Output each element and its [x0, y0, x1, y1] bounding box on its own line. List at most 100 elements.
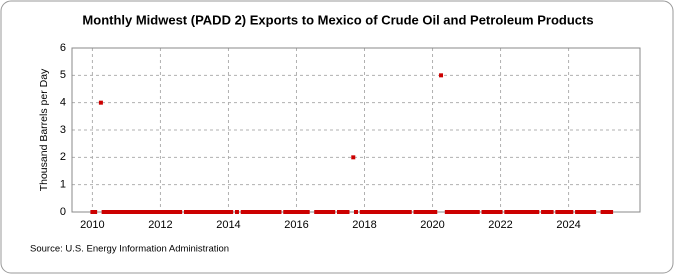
- marker: [606, 210, 611, 214]
- x-tick-label: 2010: [80, 219, 104, 231]
- marker: [212, 210, 217, 214]
- marker: [325, 210, 330, 214]
- y-tick-label: 1: [60, 179, 66, 191]
- marker: [246, 210, 251, 214]
- marker: [257, 210, 262, 214]
- marker: [589, 210, 594, 214]
- marker: [390, 210, 395, 214]
- marker: [164, 210, 169, 214]
- marker: [444, 210, 449, 214]
- x-tick-label: 2022: [488, 219, 512, 231]
- marker: [107, 210, 112, 214]
- marker: [339, 210, 344, 214]
- marker: [166, 210, 171, 214]
- marker: [226, 210, 231, 214]
- marker: [328, 210, 333, 214]
- marker: [305, 210, 310, 214]
- marker: [206, 210, 211, 214]
- marker: [229, 210, 234, 214]
- marker: [518, 210, 523, 214]
- marker: [260, 210, 265, 214]
- marker: [382, 210, 387, 214]
- marker: [113, 210, 118, 214]
- marker: [481, 210, 486, 214]
- marker: [362, 210, 367, 214]
- marker: [541, 210, 546, 214]
- source-note: Source: U.S. Energy Information Administ…: [30, 244, 229, 255]
- marker: [186, 210, 191, 214]
- marker: [254, 210, 259, 214]
- marker: [396, 210, 401, 214]
- marker: [121, 210, 126, 214]
- marker: [302, 210, 307, 214]
- marker: [331, 210, 336, 214]
- marker: [509, 210, 514, 214]
- x-tick-label: 2020: [420, 219, 444, 231]
- marker: [458, 210, 463, 214]
- marker: [373, 210, 378, 214]
- marker: [433, 210, 438, 214]
- marker: [546, 210, 551, 214]
- marker: [354, 210, 358, 214]
- marker: [283, 210, 288, 214]
- marker: [130, 210, 135, 214]
- x-tick-label: 2012: [148, 219, 172, 231]
- marker: [118, 210, 123, 214]
- y-tick-label: 0: [60, 206, 66, 218]
- marker: [484, 210, 489, 214]
- marker: [203, 210, 208, 214]
- marker: [277, 210, 282, 214]
- marker: [526, 210, 531, 214]
- marker: [422, 210, 427, 214]
- marker: [319, 210, 324, 214]
- marker: [342, 210, 347, 214]
- marker: [575, 210, 580, 214]
- marker: [200, 210, 205, 214]
- marker: [152, 210, 157, 214]
- marker: [439, 73, 444, 78]
- marker: [135, 210, 140, 214]
- marker: [507, 210, 512, 214]
- marker: [285, 210, 290, 214]
- chart-frame: [0, 0, 674, 274]
- marker: [555, 210, 560, 214]
- marker: [192, 210, 197, 214]
- marker: [336, 210, 341, 214]
- marker: [300, 210, 305, 214]
- marker: [297, 210, 302, 214]
- marker: [183, 210, 188, 214]
- marker: [498, 210, 503, 214]
- marker: [583, 210, 588, 214]
- marker: [416, 210, 421, 214]
- x-tick-label: 2016: [284, 219, 308, 231]
- marker: [470, 210, 475, 214]
- marker: [580, 210, 585, 214]
- marker: [149, 210, 154, 214]
- x-tick-label: 2024: [556, 219, 580, 231]
- marker: [271, 210, 276, 214]
- x-tick-label: 2014: [216, 219, 240, 231]
- marker: [345, 210, 350, 214]
- marker: [427, 210, 432, 214]
- marker: [198, 210, 203, 214]
- marker: [314, 210, 319, 214]
- marker: [393, 210, 398, 214]
- marker: [234, 210, 239, 214]
- marker: [115, 210, 120, 214]
- marker: [558, 210, 563, 214]
- y-tick-label: 6: [60, 42, 66, 54]
- marker: [351, 155, 356, 160]
- marker: [577, 210, 582, 214]
- marker: [379, 210, 384, 214]
- marker: [515, 210, 520, 214]
- marker: [549, 210, 554, 214]
- marker: [101, 210, 106, 214]
- marker: [532, 210, 537, 214]
- marker: [251, 210, 256, 214]
- marker: [535, 210, 540, 214]
- marker: [322, 210, 327, 214]
- marker: [586, 210, 591, 214]
- marker: [132, 210, 137, 214]
- marker: [217, 210, 222, 214]
- marker: [407, 210, 412, 214]
